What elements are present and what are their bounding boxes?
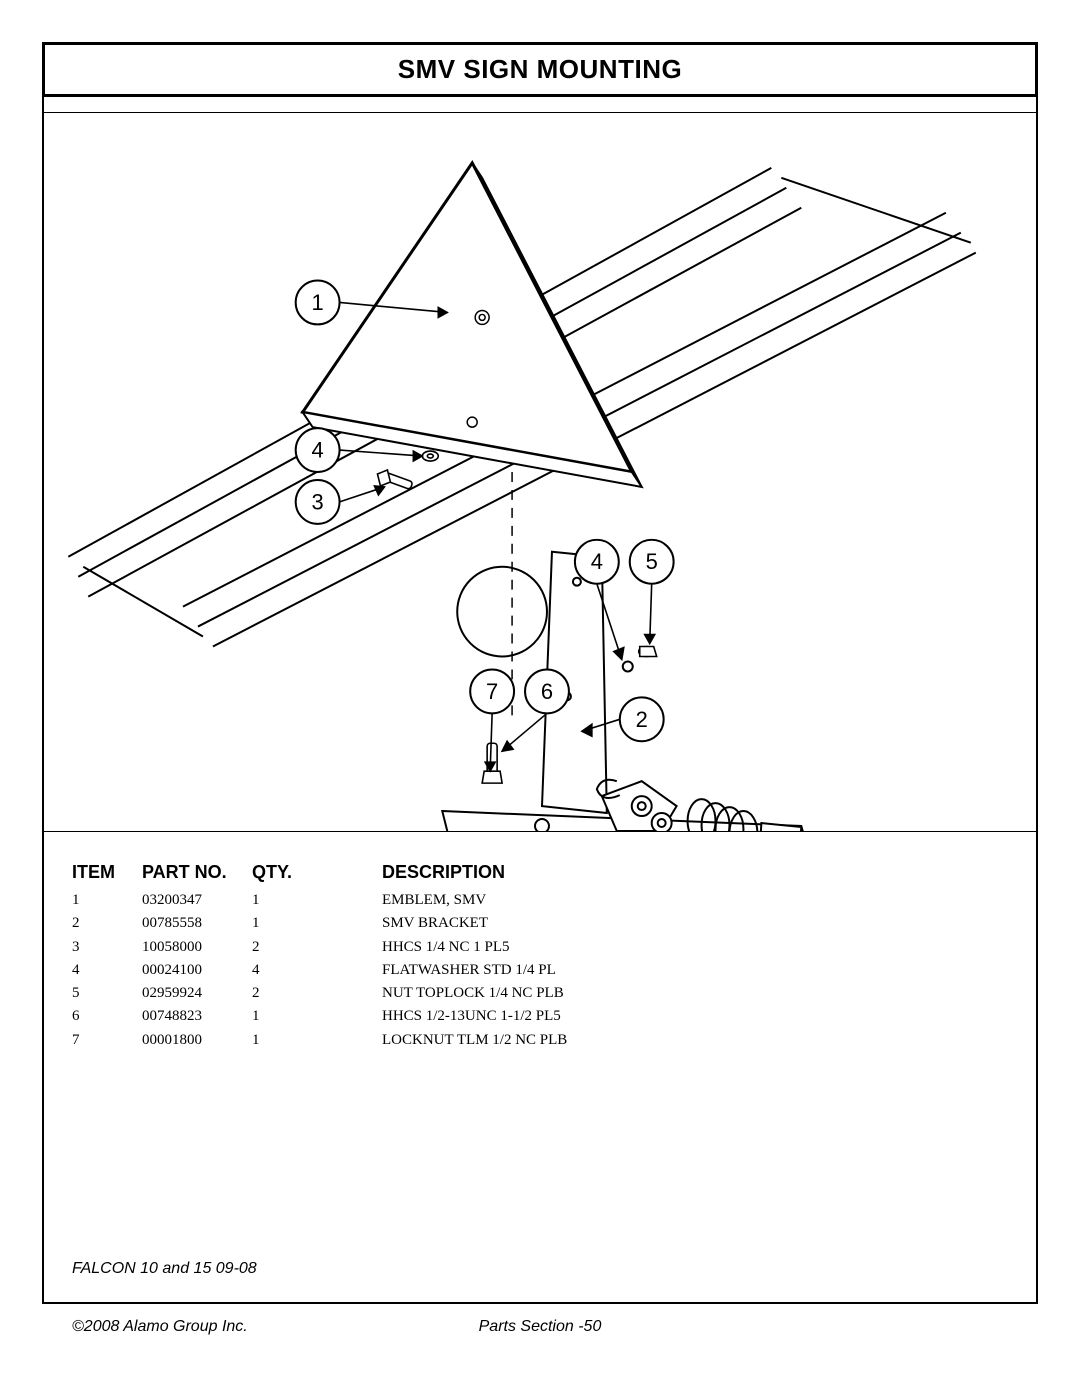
table-body: 1032003471EMBLEM, SMV2007855581SMV BRACK…: [72, 889, 882, 1052]
table-cell: FLATWASHER STD 1/4 PL: [382, 959, 882, 982]
table-cell: NUT TOPLOCK 1/4 NC PLB: [382, 982, 882, 1005]
col-header-item: ITEM: [72, 862, 142, 883]
table-row: 7000018001LOCKNUT TLM 1/2 NC PLB: [72, 1029, 882, 1052]
flatwasher-nut-right: [639, 647, 657, 657]
table-cell: HHCS 1/4 NC 1 PL5: [382, 936, 882, 959]
table-cell: 1: [252, 912, 382, 935]
table-cell: 3: [72, 936, 142, 959]
table-cell: 00785558: [142, 912, 252, 935]
callout-label: 4: [591, 549, 603, 574]
table-cell: 1: [252, 889, 382, 912]
table-cell: 6: [72, 1005, 142, 1028]
callout-label: 3: [312, 489, 324, 514]
parts-table: ITEM PART NO. QTY. DESCRIPTION 103200347…: [72, 862, 882, 1052]
table-cell: 4: [252, 959, 382, 982]
table-row: 5029599242NUT TOPLOCK 1/4 NC PLB: [72, 982, 882, 1005]
table-cell: 00024100: [142, 959, 252, 982]
table-cell: 00748823: [142, 1005, 252, 1028]
table-cell: 1: [252, 1005, 382, 1028]
table-cell: SMV BRACKET: [382, 912, 882, 935]
table-cell: HHCS 1/2-13UNC 1-1/2 PL5: [382, 1005, 882, 1028]
diagram-frame: 1 4 3 4 5 7 6 2: [42, 112, 1038, 832]
col-header-qty: QTY.: [252, 862, 382, 883]
table-cell: 5: [72, 982, 142, 1005]
smv-diagram: 1 4 3 4 5 7 6 2: [43, 113, 1037, 831]
table-row: 6007488231HHCS 1/2-13UNC 1-1/2 PL5: [72, 1005, 882, 1028]
table-cell: 4: [72, 959, 142, 982]
callout-label: 5: [646, 549, 658, 574]
callout-label: 7: [486, 679, 498, 704]
footer-section: Parts Section -50: [0, 1318, 1080, 1336]
table-cell: 2: [252, 936, 382, 959]
callout-label: 1: [312, 290, 324, 315]
table-row: 2007855581SMV BRACKET: [72, 912, 882, 935]
callout-label: 4: [312, 438, 324, 463]
table-row: 4000241004FLATWASHER STD 1/4 PL: [72, 959, 882, 982]
table-cell: 7: [72, 1029, 142, 1052]
col-header-partno: PART NO.: [142, 862, 252, 883]
table-cell: 02959924: [142, 982, 252, 1005]
footer-model: FALCON 10 and 15 09-08: [72, 1260, 257, 1278]
table-row: 3100580002HHCS 1/4 NC 1 PL5: [72, 936, 882, 959]
table-cell: LOCKNUT TLM 1/2 NC PLB: [382, 1029, 882, 1052]
table-cell: 03200347: [142, 889, 252, 912]
table-cell: 10058000: [142, 936, 252, 959]
table-cell: 1: [252, 1029, 382, 1052]
callout-label: 6: [541, 679, 553, 704]
flatwasher-upper: [422, 451, 438, 461]
table-cell: 1: [72, 889, 142, 912]
table-header-row: ITEM PART NO. QTY. DESCRIPTION: [72, 862, 882, 883]
table-row: 1032003471EMBLEM, SMV: [72, 889, 882, 912]
table-cell: 00001800: [142, 1029, 252, 1052]
table-cell: EMBLEM, SMV: [382, 889, 882, 912]
table-cell: 2: [72, 912, 142, 935]
col-header-desc: DESCRIPTION: [382, 862, 882, 883]
smv-emblem: [303, 163, 642, 487]
table-cell: 2: [252, 982, 382, 1005]
callout-label: 2: [636, 707, 648, 732]
